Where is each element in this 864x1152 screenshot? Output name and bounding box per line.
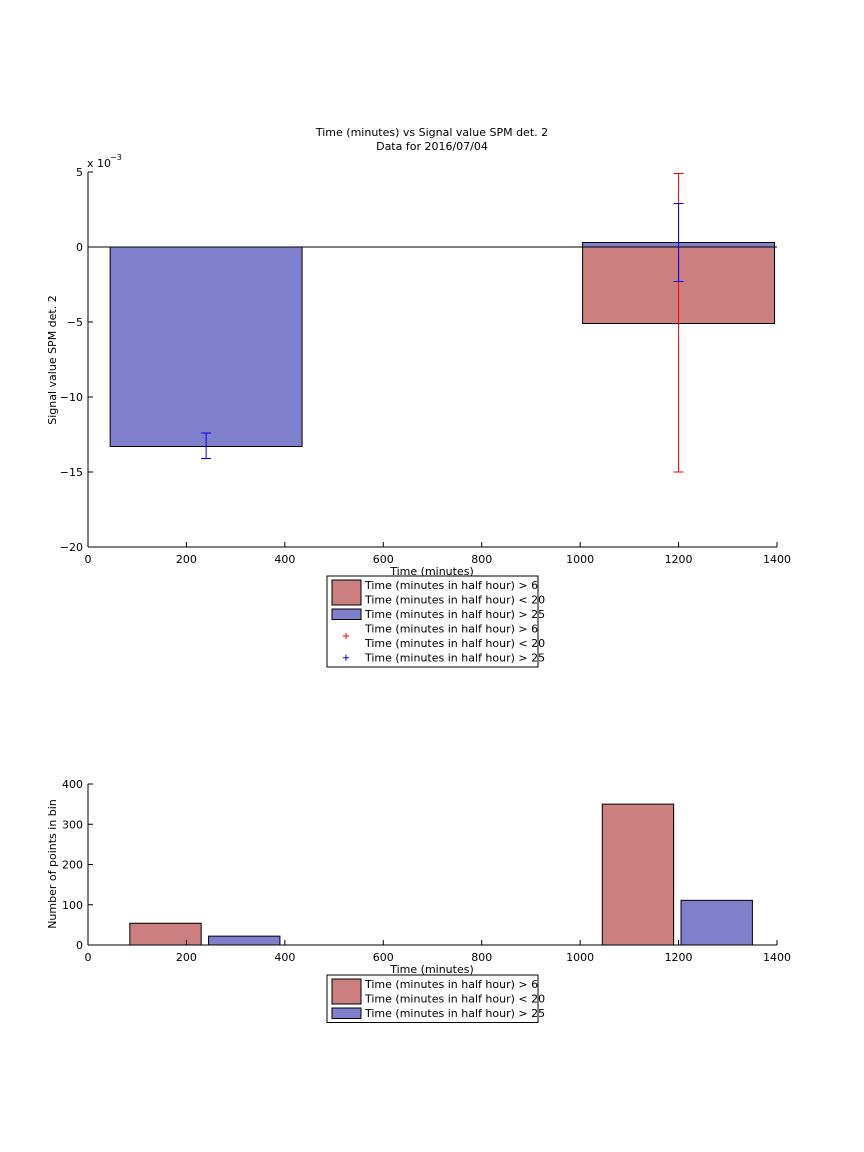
chart1-x-tick-label: 0	[85, 553, 92, 566]
chart1-title: Time (minutes) vs Signal value SPM det. …	[315, 126, 548, 139]
chart1-y-exponent-power: −3	[110, 153, 122, 162]
chart1-x-tick-label: 1200	[665, 553, 693, 566]
chart2-bar-s1-1	[680, 899, 753, 946]
chart1-legend-box	[326, 575, 539, 668]
chart2-legend-label: Time (minutes in half hour) > 6	[364, 978, 538, 991]
chart2-legend-swatch-0	[331, 978, 362, 1005]
chart1-x-tick-label: 200	[176, 553, 197, 566]
chart2-x-tick-label: 400	[274, 951, 295, 964]
chart2-x-tick-label: 1400	[763, 951, 791, 964]
chart1-errorbar-s1-0	[201, 432, 212, 459]
chart1-x-tick-label: 1400	[763, 553, 791, 566]
chart2-legend-swatch-1	[331, 1007, 362, 1019]
chart1-x-tick-label: 400	[274, 553, 295, 566]
chart2-y-tick-label: 100	[62, 899, 83, 912]
chart1-axes: 0 200 400 600 800 1000 1200 1400 −20 −15 −10 −5 0 5	[60, 166, 791, 566]
chart1-legend-label: Time (minutes in half hour) < 20	[364, 637, 545, 650]
chart2-legend-label: Time (minutes in half hour) > 25	[364, 1007, 545, 1020]
chart1-legend-label: Time (minutes in half hour) > 6	[364, 579, 538, 592]
chart2-x-tick-label: 1000	[566, 951, 594, 964]
chart1-x-tick-label: 600	[373, 553, 394, 566]
chart1-errorbar-s1-1	[673, 203, 684, 282]
chart1-legend-label: Time (minutes in half hour) > 25	[364, 608, 545, 621]
chart2-legend-box	[326, 974, 539, 1023]
chart2-y-tick-label: 0	[76, 939, 83, 952]
chart1-y-label: Signal value SPM det. 2	[46, 295, 59, 425]
chart2-x-tick-label: 200	[176, 951, 197, 964]
chart2-y-tick-label: 400	[62, 778, 83, 791]
chart2-bar-s0-0	[129, 922, 202, 946]
chart1-y-tick-label: −10	[60, 391, 83, 404]
chart2-bars	[129, 803, 753, 946]
chart2-x-label: Time (minutes)	[389, 963, 474, 976]
chart2-x-tick-label: 800	[471, 951, 492, 964]
chart1-x-tick-label: 1000	[566, 553, 594, 566]
chart1-legend-marker-2	[343, 633, 349, 639]
chart1-y-tick-label: −15	[60, 466, 83, 479]
chart2-y-tick-label: 200	[62, 859, 83, 872]
chart1-errorbars	[201, 173, 684, 473]
chart2-axes: 0 200 400 600 800 1000 1200 1400 0 100 200 300 400	[62, 778, 791, 964]
chart1-x-label: Time (minutes)	[389, 565, 474, 578]
chart1-legend-label: Time (minutes in half hour) > 6	[364, 623, 538, 636]
chart1-y-tick-label: 5	[76, 166, 83, 179]
chart2-x-tick-label: 0	[85, 951, 92, 964]
chart1-y-tick-label: −5	[67, 316, 83, 329]
chart2-x-tick-label: 1200	[665, 951, 693, 964]
chart2-legend: Time (minutes in half hour) > 6 Time (min…	[326, 974, 545, 1023]
chart2-x-tick-label: 600	[373, 951, 394, 964]
chart1-legend-label: Time (minutes in half hour) < 20	[364, 594, 545, 607]
chart1-y-exponent-base: x 10	[87, 157, 111, 170]
chart1-x-tick-label: 800	[471, 553, 492, 566]
chart1-bars	[109, 242, 776, 447]
chart2-y-label: Number of points in bin	[46, 799, 59, 929]
chart1-bar-s1-0	[109, 246, 303, 447]
chart1-legend-label: Time (minutes in half hour) > 25	[364, 652, 545, 665]
chart1-legend-marker-3	[343, 654, 349, 661]
chart1-legend-swatch-1	[331, 608, 362, 620]
chart2-y-tick-label: 300	[62, 818, 83, 831]
chart2-bar-s1-0	[208, 935, 281, 946]
signal-chart: Time (minutes) vs Signal value SPM det. …	[46, 126, 791, 668]
chart1-legend-swatch-0	[331, 579, 362, 606]
chart2-bar-s0-1	[601, 803, 675, 946]
chart1-y-tick-label: 0	[76, 241, 83, 254]
chart2-legend-label: Time (minutes in half hour) < 20	[364, 993, 545, 1006]
count-chart: 0 200 400 600 800 1000 1200 1400 0 100 200 300 400 T…	[46, 778, 791, 1023]
chart1-subtitle: Data for 2016/07/04	[376, 140, 488, 153]
chart1-y-tick-label: −20	[60, 541, 83, 554]
chart1-y-exponent: x 10 −3	[87, 153, 122, 170]
